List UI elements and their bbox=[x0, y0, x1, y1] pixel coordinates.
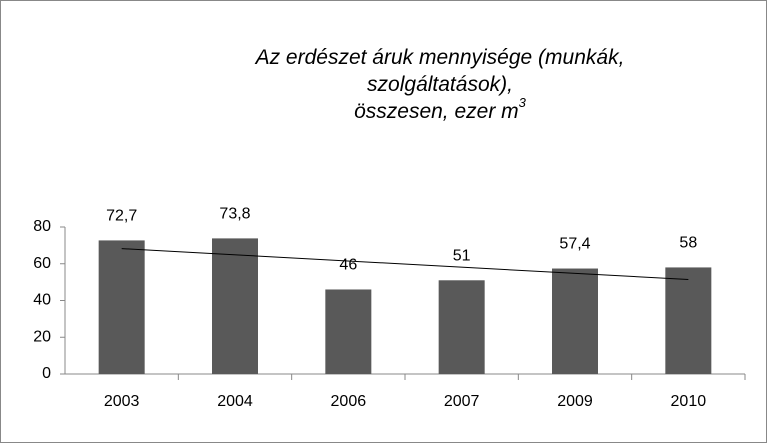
bar bbox=[665, 267, 712, 374]
x-tick-label: 2006 bbox=[331, 393, 367, 410]
value-label: 57,4 bbox=[559, 236, 590, 253]
y-tick-label: 20 bbox=[33, 328, 51, 345]
chart-title-superscript: 3 bbox=[519, 95, 527, 110]
chart-title-line: összesen, ezer m bbox=[354, 100, 519, 123]
trendline bbox=[121, 248, 689, 281]
y-tick-label: 80 bbox=[33, 218, 51, 235]
x-tick-label: 2007 bbox=[444, 393, 480, 410]
value-label: 46 bbox=[339, 257, 357, 274]
value-label: 72,7 bbox=[106, 208, 137, 225]
chart-title: összesen, ezer m3 bbox=[354, 95, 527, 122]
chart-title: Az erdészet áruk mennyisége (munkák, bbox=[254, 46, 625, 69]
chart-title-line: szolgáltatások), bbox=[367, 73, 513, 96]
bar bbox=[552, 268, 598, 374]
y-tick-label: 60 bbox=[33, 255, 51, 272]
chart-title: szolgáltatások), bbox=[367, 73, 513, 96]
chart-title-line: Az erdészet áruk mennyisége (munkák, bbox=[254, 46, 625, 69]
x-tick-label: 2004 bbox=[217, 393, 253, 410]
value-label: 51 bbox=[453, 248, 471, 265]
bar bbox=[325, 289, 372, 374]
y-tick-label: 0 bbox=[42, 365, 51, 382]
value-label: 58 bbox=[679, 235, 697, 252]
y-tick-label: 40 bbox=[33, 292, 51, 309]
x-tick-label: 2009 bbox=[557, 393, 593, 410]
bar bbox=[212, 238, 258, 374]
bar bbox=[438, 280, 485, 374]
bar bbox=[98, 240, 145, 374]
value-label: 73,8 bbox=[219, 206, 250, 223]
x-tick-label: 2003 bbox=[104, 393, 140, 410]
x-tick-label: 2010 bbox=[671, 393, 707, 410]
